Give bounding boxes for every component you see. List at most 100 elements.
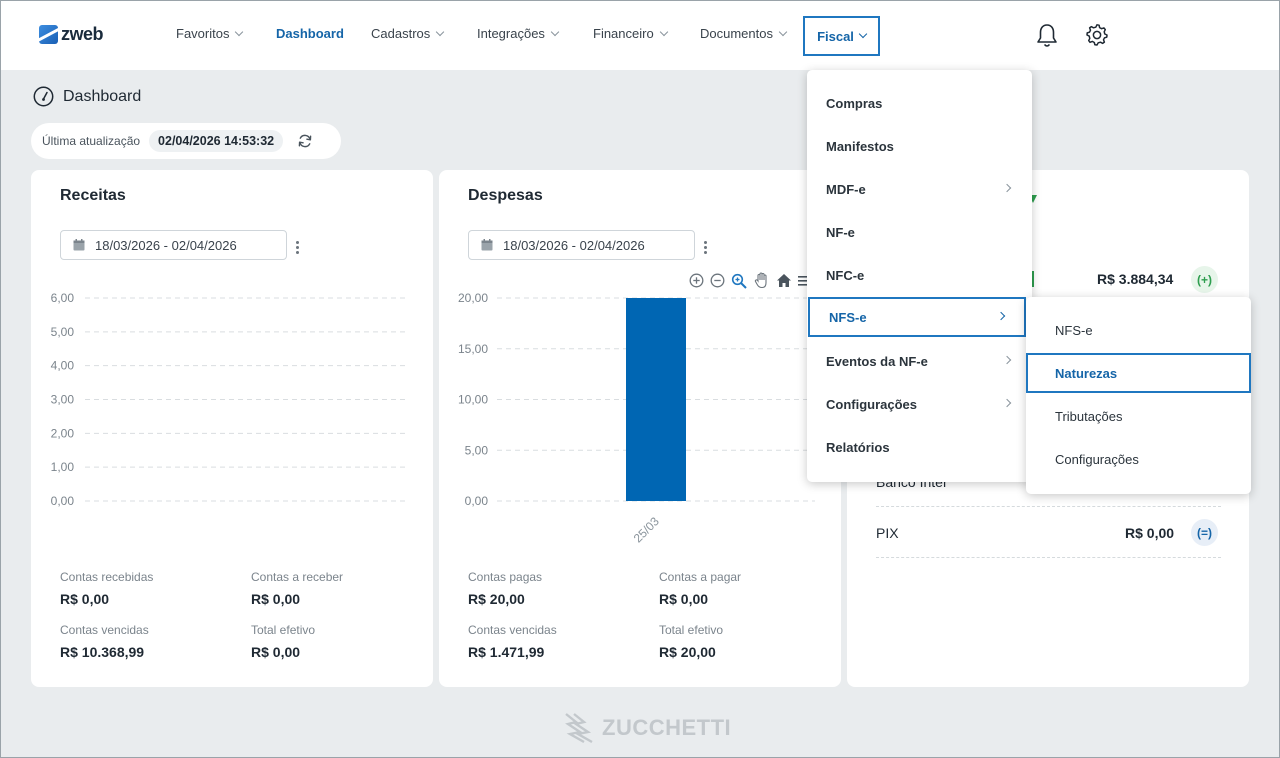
- chevron-down-icon: [659, 27, 668, 36]
- y-tick-label: 3,00: [51, 393, 75, 407]
- y-tick-label: 4,00: [51, 359, 75, 373]
- stat-label: Contas recebidas: [60, 570, 154, 584]
- nfse-submenu-item[interactable]: Naturezas: [1026, 353, 1251, 393]
- nfse-submenu-item[interactable]: NFS-e: [1026, 310, 1251, 350]
- calendar-icon: [73, 239, 85, 251]
- stat-item: Contas vencidas R$ 1.471,99: [468, 623, 648, 660]
- positive-badge: (+): [1191, 266, 1218, 293]
- menu-item-label: Naturezas: [1055, 365, 1118, 381]
- y-tick-label: 0,00: [51, 494, 75, 508]
- y-tick-label: 6,00: [51, 291, 75, 305]
- despesas-chart: 20,00 15,00 10,00 5,00 0,00 25/03: [458, 291, 815, 545]
- divider: [876, 506, 1221, 507]
- nav-item-label: Dashboard: [276, 26, 344, 41]
- nav-item-fiscal[interactable]: Fiscal: [803, 16, 880, 56]
- stat-item: Contas a pagar R$ 0,00: [659, 570, 839, 607]
- menu-item-label: Configurações: [826, 396, 918, 412]
- stat-item: Total efetivo R$ 20,00: [659, 623, 839, 660]
- despesas-date-range[interactable]: 18/03/2026 - 02/04/2026: [468, 230, 695, 260]
- menu-item-label: NF-e: [826, 224, 855, 240]
- stat-label: Contas pagas: [468, 570, 543, 584]
- zoom-in-icon[interactable]: [689, 273, 704, 288]
- stat-label: Contas vencidas: [60, 623, 149, 637]
- zucchetti-logo-icon: [565, 713, 593, 744]
- despesas-card: Despesas 18/03/2026 - 02/04/2026 20,00 15…: [439, 170, 841, 687]
- home-reset-icon[interactable]: [776, 273, 792, 288]
- nav-item-dashboard[interactable]: Dashboard: [276, 26, 344, 41]
- stat-item: Contas a receber R$ 0,00: [251, 570, 431, 607]
- refresh-icon[interactable]: [297, 133, 313, 149]
- stat-value: R$ 0,00: [251, 644, 301, 660]
- stat-label: Total efetivo: [659, 623, 724, 637]
- zweb-logo[interactable]: zweb: [39, 24, 104, 45]
- nav-item-integracoes[interactable]: Integrações: [477, 26, 560, 41]
- date-range-text: 18/03/2026 - 02/04/2026: [95, 237, 237, 253]
- nav-item-label: Documentos: [700, 26, 773, 41]
- zoom-out-icon[interactable]: [710, 273, 725, 288]
- fiscal-menu-item[interactable]: MDF-e: [807, 169, 1032, 209]
- stat-value: R$ 0,00: [60, 591, 110, 607]
- nfse-submenu-item[interactable]: Configurações: [1026, 439, 1251, 479]
- divider: [876, 557, 1221, 558]
- stat-value: R$ 1.471,99: [468, 644, 545, 660]
- chevron-down-icon: [858, 29, 868, 39]
- last-update-pill: Última atualização 02/04/2026 14:53:32: [31, 123, 341, 159]
- receitas-date-range[interactable]: 18/03/2026 - 02/04/2026: [60, 230, 287, 260]
- chart-toolbar: [689, 272, 810, 289]
- logo-text: zweb: [61, 24, 104, 44]
- last-update-label: Última atualização: [42, 134, 141, 148]
- fiscal-menu-item[interactable]: NF-e: [807, 212, 1032, 252]
- despesas-title: Despesas: [468, 187, 543, 204]
- dashboard-gauge-icon: [33, 86, 54, 107]
- receitas-more-icon[interactable]: [296, 241, 300, 254]
- chart-menu-icon[interactable]: [798, 274, 810, 287]
- fiscal-menu-item[interactable]: Manifestos: [807, 126, 1032, 166]
- gear-icon[interactable]: [1085, 23, 1109, 47]
- stat-label: Total efetivo: [251, 623, 316, 637]
- footer-logo-text: ZUCCHETTI: [602, 715, 732, 740]
- nav-item-documentos[interactable]: Documentos: [700, 26, 788, 41]
- calendar-icon: [481, 239, 493, 251]
- stat-value: R$ 20,00: [468, 591, 525, 607]
- menu-item-label: NFC-e: [826, 267, 865, 283]
- pan-hand-icon[interactable]: [754, 272, 770, 289]
- bell-icon[interactable]: [1036, 23, 1058, 49]
- nav-item-financeiro[interactable]: Financeiro: [593, 26, 668, 41]
- chevron-right-icon: [1002, 398, 1012, 408]
- selection-zoom-icon[interactable]: [731, 273, 748, 289]
- nav-item-favoritos[interactable]: Favoritos: [176, 26, 244, 41]
- nav-item-label: Integrações: [477, 26, 545, 41]
- menu-item-label: Tributações: [1055, 408, 1123, 424]
- fiscal-menu-item[interactable]: NFC-e: [807, 255, 1032, 295]
- stat-item: Contas vencidas R$ 10.368,99: [60, 623, 240, 660]
- fiscal-menu-item[interactable]: Eventos da NF-e: [807, 341, 1032, 381]
- x-tick-label: 25/03: [631, 514, 662, 545]
- fiscal-menu-item[interactable]: Compras: [807, 83, 1032, 123]
- saldo-bar-marker: [1032, 271, 1034, 287]
- chevron-down-icon: [778, 27, 788, 36]
- stat-value: R$ 10.368,99: [60, 644, 145, 660]
- chevron-down-icon: [436, 27, 445, 36]
- stat-value: R$ 0,00: [251, 591, 301, 607]
- y-tick-label: 0,00: [465, 494, 489, 508]
- despesas-more-icon[interactable]: [704, 241, 708, 254]
- stat-label: Contas a pagar: [659, 570, 742, 584]
- nav-item-label: Cadastros: [371, 26, 431, 41]
- receitas-card: Receitas 18/03/2026 - 02/04/2026 6,00 5,0…: [31, 170, 433, 687]
- y-tick-label: 15,00: [458, 342, 488, 356]
- last-update-value: 02/04/2026 14:53:32: [149, 130, 284, 152]
- nfse-submenu-item[interactable]: Tributações: [1026, 396, 1251, 436]
- zucchetti-logo: ZUCCHETTI: [562, 712, 731, 744]
- bar[interactable]: [626, 298, 686, 501]
- chevron-right-icon: [1002, 183, 1012, 193]
- page-title-text: Dashboard: [63, 87, 142, 105]
- fiscal-menu-item[interactable]: Configurações: [807, 384, 1032, 424]
- chevron-right-icon: [996, 311, 1006, 321]
- y-tick-label: 20,00: [458, 291, 488, 305]
- date-range-text: 18/03/2026 - 02/04/2026: [503, 237, 645, 253]
- top-bar: zweb Favoritos Dashboard Cadastros Integraç…: [0, 0, 1280, 70]
- fiscal-menu-item[interactable]: NFS-e: [808, 297, 1026, 337]
- fiscal-menu-item[interactable]: Relatórios: [807, 427, 1032, 467]
- nav-item-cadastros[interactable]: Cadastros: [371, 26, 445, 41]
- nav-item-label: Financeiro: [593, 26, 654, 41]
